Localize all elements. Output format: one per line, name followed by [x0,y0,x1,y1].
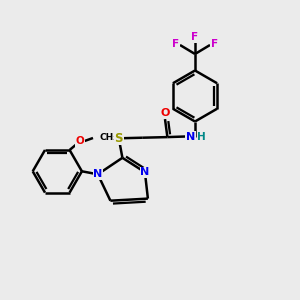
Text: N: N [140,167,149,177]
Text: N: N [93,169,102,179]
Text: N: N [186,131,195,142]
Text: S: S [115,132,123,145]
Text: O: O [160,108,170,118]
Text: F: F [191,32,199,43]
Text: F: F [172,39,179,50]
Text: F: F [211,39,218,50]
Text: H: H [197,131,206,142]
Text: CH₃: CH₃ [99,134,117,142]
Text: O: O [76,136,85,146]
